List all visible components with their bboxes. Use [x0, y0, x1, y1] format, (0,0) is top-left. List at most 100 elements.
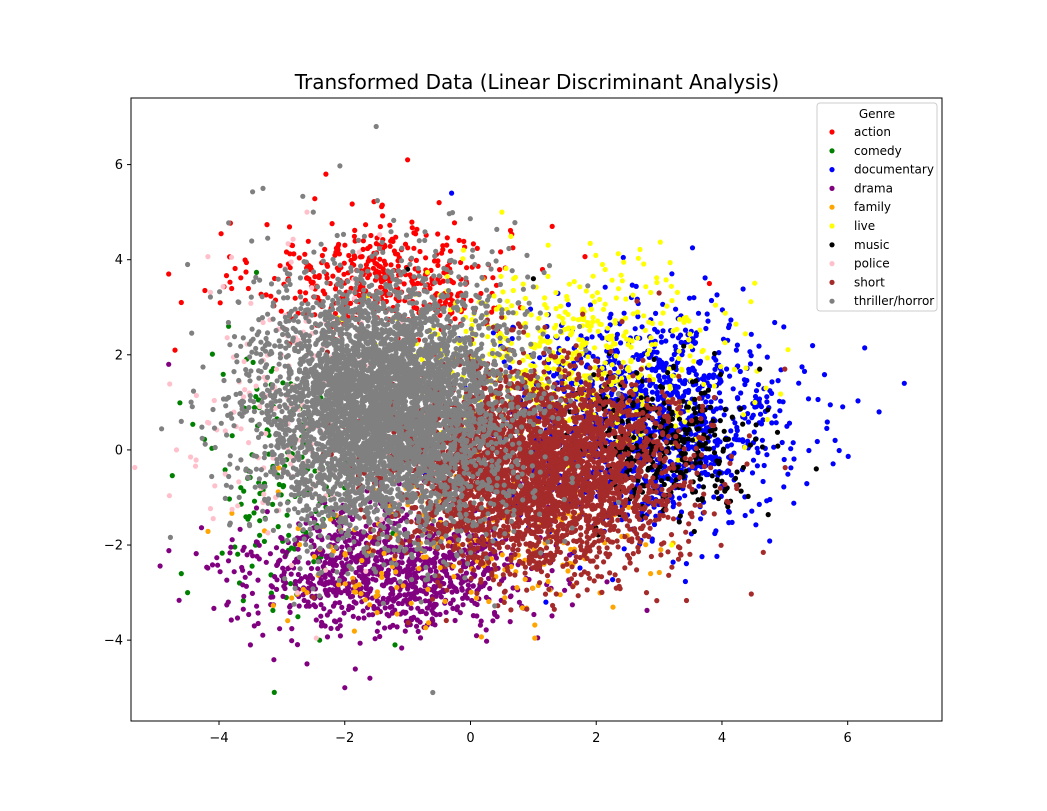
scatter-point: [470, 583, 476, 589]
scatter-point: [742, 331, 749, 337]
scatter-point: [342, 242, 348, 248]
scatter-point: [658, 547, 664, 553]
scatter-point: [363, 262, 369, 268]
scatter-point: [253, 269, 260, 275]
scatter-point: [257, 532, 263, 538]
scatter-point: [516, 599, 523, 605]
scatter-point: [294, 642, 301, 648]
scatter-point: [324, 590, 330, 596]
scatter-point: [280, 593, 286, 600]
scatter-point: [228, 254, 235, 260]
scatter-point: [772, 413, 778, 419]
scatter-point: [237, 526, 243, 532]
scatter-point: [500, 289, 506, 295]
scatter-point: [287, 251, 293, 257]
scatter-point: [229, 537, 235, 543]
scatter-point: [542, 295, 548, 301]
scatter-point: [324, 634, 331, 640]
scatter-point: [374, 558, 380, 564]
scatter-point: [432, 560, 438, 566]
scatter-point: [676, 416, 683, 422]
scatter-point: [388, 591, 394, 598]
scatter-point: [752, 393, 759, 400]
scatter-point: [281, 483, 287, 489]
scatter-point: [784, 423, 790, 429]
scatter-point: [588, 306, 595, 312]
scatter-point: [483, 627, 489, 633]
scatter-point: [734, 342, 741, 348]
scatter-point: [544, 573, 551, 579]
scatter-point: [193, 392, 199, 399]
scatter-point: [545, 366, 551, 372]
scatter-point: [758, 403, 764, 409]
scatter-point: [620, 359, 626, 365]
scatter-point: [633, 283, 639, 289]
scatter-point: [711, 355, 717, 361]
scatter-point: [697, 460, 704, 466]
scatter-point: [337, 633, 343, 639]
scatter-point: [289, 242, 296, 249]
scatter-point: [435, 231, 441, 237]
scatter-point: [695, 310, 702, 316]
scatter-point: [423, 554, 429, 560]
scatter-point: [613, 295, 620, 301]
scatter-point: [166, 271, 172, 277]
scatter-point: [335, 625, 341, 632]
scatter-point: [380, 213, 386, 219]
scatter-point: [508, 233, 514, 239]
scatter-point: [227, 279, 233, 285]
scatter-point: [689, 245, 696, 251]
scatter-point: [709, 456, 716, 463]
scatter-point: [669, 298, 675, 304]
scatter-point: [308, 565, 315, 572]
scatter-point: [390, 622, 396, 628]
scatter-point: [693, 332, 699, 339]
scatter-point: [566, 376, 572, 382]
scatter-point: [417, 248, 423, 255]
scatter-point: [504, 298, 510, 304]
scatter-point: [824, 425, 830, 431]
scatter-point: [697, 360, 703, 366]
scatter-point: [360, 608, 366, 614]
scatter-point: [740, 286, 746, 292]
scatter-point: [716, 350, 722, 356]
scatter-point: [576, 337, 582, 343]
scatter-point: [740, 412, 747, 418]
scatter-point: [769, 420, 775, 426]
scatter-point: [419, 608, 425, 615]
scatter-point: [712, 350, 718, 357]
scatter-point: [747, 349, 753, 355]
scatter-point: [310, 279, 316, 285]
scatter-point: [352, 227, 358, 233]
scatter-point: [682, 578, 689, 585]
scatter-point: [621, 310, 627, 316]
scatter-point: [437, 298, 443, 304]
scatter-point: [578, 345, 584, 351]
scatter-point: [464, 595, 470, 601]
scatter-point: [361, 615, 367, 621]
scatter-point: [367, 534, 373, 540]
scatter-point: [333, 619, 339, 625]
scatter-point: [759, 444, 766, 450]
scatter-point: [287, 604, 293, 610]
scatter-point: [728, 472, 735, 478]
scatter-point: [570, 316, 577, 322]
scatter-point: [712, 366, 718, 372]
scatter-point: [289, 562, 295, 569]
scatter-point: [525, 332, 531, 338]
scatter-point: [305, 238, 311, 244]
scatter-point: [618, 272, 624, 278]
scatter-point: [257, 518, 263, 524]
scatter-point: [815, 396, 821, 403]
scatter-point: [791, 500, 797, 506]
scatter-point: [399, 645, 405, 651]
scatter-point: [587, 240, 593, 246]
scatter-point: [490, 330, 496, 336]
scatter-point: [632, 326, 638, 332]
scatter-point: [671, 472, 677, 478]
scatter-point: [561, 348, 567, 354]
scatter-point: [604, 579, 610, 585]
scatter-point: [444, 274, 450, 280]
scatter-point: [556, 313, 562, 319]
scatter-point: [238, 426, 244, 432]
